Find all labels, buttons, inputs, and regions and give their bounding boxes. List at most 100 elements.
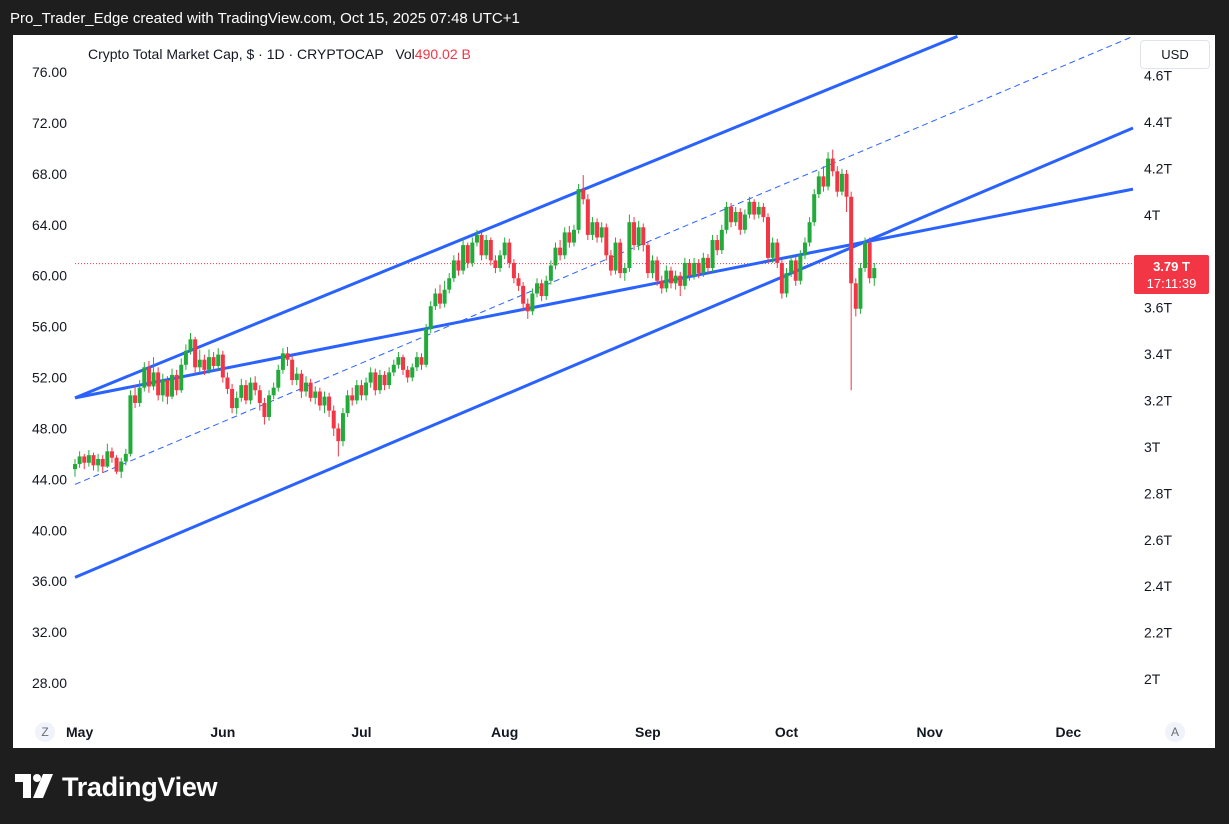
right-axis-tick-label: 2.2T [1144, 625, 1172, 641]
candle-body [738, 212, 743, 230]
candle-body [96, 458, 101, 466]
candle-body [377, 374, 382, 391]
candle-body [160, 380, 165, 396]
candle-body [183, 350, 188, 365]
candle-body [525, 303, 530, 312]
candle-body [733, 212, 738, 223]
candle-body [193, 339, 198, 368]
candle-body [687, 262, 692, 276]
time-axis-label: Jul [351, 724, 371, 740]
candle-body [317, 391, 322, 406]
candle-body [789, 260, 794, 274]
candle-body [756, 206, 761, 215]
left-axis-tick-label: 48.00 [32, 420, 67, 436]
candle-body [599, 227, 604, 238]
candle-body [715, 240, 720, 251]
candle-body [91, 455, 96, 466]
candle-body [839, 173, 844, 192]
legend-vol-label: Vol [395, 46, 415, 62]
right-axis-tick-label: 2.8T [1144, 485, 1172, 501]
candle-body [474, 234, 479, 243]
candle-body [401, 357, 406, 370]
candle-body [479, 234, 484, 256]
chart-legend: Crypto Total Market Cap, $ · 1D · CRYPTO… [88, 46, 471, 62]
candle-body [239, 385, 244, 398]
candle-body [220, 354, 225, 378]
timezone-button[interactable]: Z [35, 722, 55, 742]
candle-body [581, 189, 586, 200]
candle-body [248, 382, 253, 401]
candle-body [802, 242, 807, 256]
candle-body [336, 428, 341, 442]
candle-body [830, 158, 835, 172]
right-axis-tick-label: 3.4T [1144, 346, 1172, 362]
candle-body [807, 222, 812, 243]
candle-body [197, 359, 202, 368]
price-chart[interactable]: 76.00 72.00 68.00 64.00 60.00 56.00 52.00 48.00… [13, 35, 1215, 748]
channel-trendline[interactable] [74, 187, 1134, 400]
candle-body [696, 262, 701, 274]
candle-body [322, 396, 327, 406]
candle-body [701, 257, 706, 274]
channel-trendline[interactable] [74, 126, 1134, 579]
candle-body [354, 385, 359, 401]
candle-body [179, 364, 184, 391]
left-axis-tick-label: 36.00 [32, 573, 67, 589]
candle-body [872, 268, 877, 279]
candle-body [230, 388, 235, 409]
candle-body [387, 372, 392, 386]
right-axis-tick-label: 2T [1144, 671, 1161, 687]
candle-body [359, 385, 364, 396]
right-axis-tick-label: 3.6T [1144, 300, 1172, 316]
candle-body [826, 158, 831, 187]
channel-midline[interactable] [74, 35, 1134, 485]
candle-body [368, 372, 373, 383]
candle-body [761, 206, 766, 218]
chart-panel[interactable]: 76.00 72.00 68.00 64.00 60.00 56.00 52.00 48.00… [13, 35, 1215, 748]
candle-body [271, 387, 276, 396]
candle-body [590, 222, 595, 235]
candle-body [437, 293, 442, 304]
candle-body [719, 229, 724, 251]
candle-body [137, 387, 142, 403]
candle-body [710, 240, 715, 269]
candle-body [234, 397, 239, 409]
candle-body [442, 289, 447, 304]
right-axis-tick-label: 2.4T [1144, 578, 1172, 594]
candle-body [414, 357, 419, 368]
candle-body [391, 364, 396, 373]
candle-body [627, 222, 632, 269]
auto-scale-button[interactable]: A [1165, 722, 1185, 742]
candle-body [285, 353, 290, 360]
candle-body [539, 283, 544, 297]
tradingview-wordmark: TradingView [62, 772, 218, 802]
candle-body [488, 240, 493, 261]
tradingview-logo-icon [15, 773, 53, 798]
candle-body [618, 242, 623, 274]
candle-body [410, 367, 415, 378]
candle-body [424, 329, 429, 365]
channel-trendline[interactable] [74, 35, 959, 400]
candle-body [498, 255, 503, 269]
candle-body [142, 367, 147, 388]
candle-body [645, 245, 650, 274]
candle-body [752, 201, 757, 215]
candle-body [304, 382, 309, 392]
candle-body [655, 260, 660, 281]
candle-body [775, 242, 780, 263]
candle-body [202, 359, 207, 370]
candle-body [257, 390, 262, 403]
candle-body [608, 255, 613, 271]
bar-countdown: 17:11:39 [1146, 276, 1197, 291]
candle-body [668, 270, 673, 284]
candle-body [576, 189, 581, 230]
currency-button[interactable]: USD [1140, 40, 1210, 69]
time-axis-label: Oct [775, 724, 799, 740]
candle-body [632, 222, 637, 246]
left-axis-tick-label: 28.00 [32, 675, 67, 691]
candle-body [331, 410, 336, 429]
last-price-value: 3.79 T [1153, 259, 1190, 274]
candle-body [863, 242, 868, 269]
candle-body [535, 283, 540, 294]
left-axis-tick-label: 56.00 [32, 319, 67, 335]
